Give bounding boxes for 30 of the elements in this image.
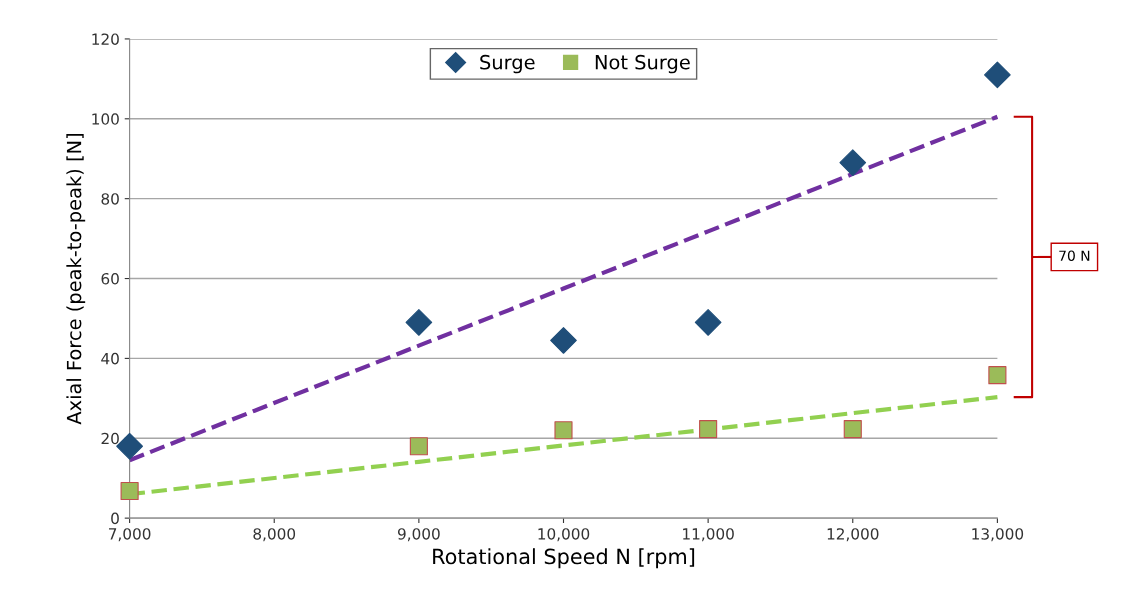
legend-label: Not Surge (595, 54, 690, 74)
x-tick-label: 10,000 (538, 528, 590, 542)
x-tick-label: 9,000 (397, 528, 440, 542)
point (984, 61, 1011, 89)
y-tick-label: 60 (101, 273, 119, 285)
point (699, 420, 718, 439)
y-tick-label: 100 (92, 113, 119, 125)
point (120, 481, 139, 501)
y-tick-label: 120 (92, 33, 119, 45)
y-axis-title: Axial Force (peak-to-peak) [N] (66, 133, 86, 425)
x-axis-title: Rotational Speed N [rpm] (433, 548, 695, 569)
point (405, 309, 433, 336)
x-tick-label: 13,000 (972, 528, 1024, 542)
y-tick-label: 0 (111, 512, 119, 525)
y-tick-label: 80 (101, 193, 119, 205)
point (550, 327, 577, 354)
point (843, 420, 862, 439)
text: 70 N (1059, 250, 1090, 261)
x-tick-label: 8,000 (253, 528, 296, 542)
point (988, 366, 1007, 385)
point (694, 309, 722, 336)
x-tick-label: 11,000 (683, 528, 734, 542)
legend-label: Surge (480, 54, 535, 74)
x-tick-label: 7,000 (108, 528, 151, 542)
y-tick-label: 20 (101, 432, 119, 445)
point (409, 437, 428, 456)
point (839, 149, 867, 177)
x-tick-label: 12,000 (827, 528, 879, 542)
point (554, 421, 573, 440)
y-tick-label: 40 (101, 352, 119, 365)
